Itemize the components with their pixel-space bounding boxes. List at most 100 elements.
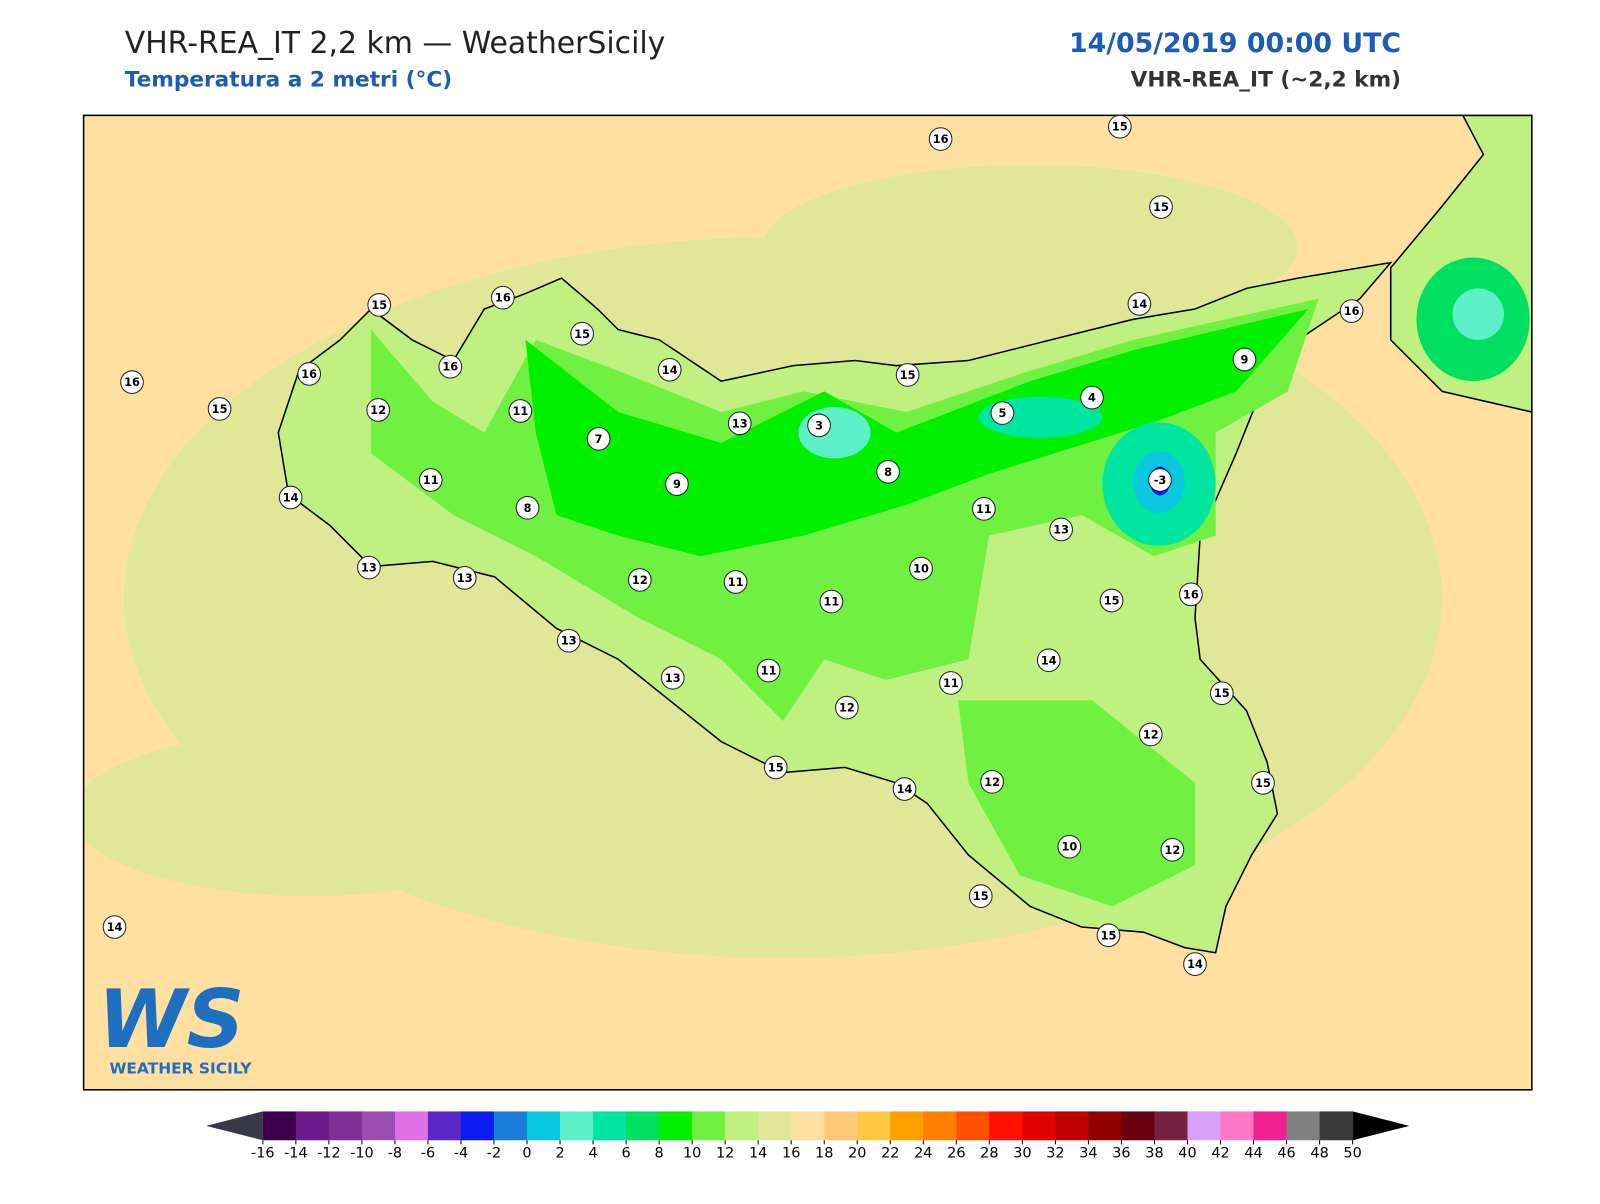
station-marker xyxy=(515,495,540,520)
station-label: 14 xyxy=(283,491,299,505)
station-marker xyxy=(895,363,920,387)
station-label: 16 xyxy=(442,360,458,374)
station-marker xyxy=(1138,722,1163,747)
station-marker xyxy=(278,485,303,510)
station-label: 15 xyxy=(1255,776,1271,790)
station-marker xyxy=(1160,837,1185,862)
colorbar-segment xyxy=(394,1111,429,1141)
station-marker xyxy=(120,370,144,394)
colorbar-segment xyxy=(659,1111,693,1141)
colorbar-segment xyxy=(857,1111,891,1141)
station-marker xyxy=(723,570,748,594)
colorbar-segment xyxy=(989,1111,1023,1141)
station-marker xyxy=(968,884,993,908)
station-marker xyxy=(490,285,515,310)
station-marker xyxy=(366,398,391,422)
colorbar-segment xyxy=(1253,1111,1288,1141)
station-marker xyxy=(1057,834,1082,859)
station-label: 16 xyxy=(1344,304,1360,318)
colorbar-segment xyxy=(1286,1111,1321,1141)
subtitle: Temperatura a 2 metri (°C) xyxy=(125,67,452,92)
station-label: 12 xyxy=(632,573,648,587)
colorbar-tick-label: -16 xyxy=(251,1146,275,1162)
colorbar-tick-label: 18 xyxy=(815,1146,833,1162)
station-marker xyxy=(508,399,533,423)
station-marker xyxy=(570,321,594,346)
colorbar-segment xyxy=(295,1111,330,1141)
colorbar-tick-label: 50 xyxy=(1343,1146,1361,1162)
station-label: -3 xyxy=(1154,473,1167,487)
station-marker xyxy=(102,915,127,939)
colorbar-tick-label: 22 xyxy=(881,1146,899,1162)
station-label: 12 xyxy=(1143,727,1159,741)
station-label: 11 xyxy=(943,676,959,690)
station-label: 14 xyxy=(1041,653,1057,667)
colorbar-tick-label: 36 xyxy=(1112,1146,1130,1162)
station-label: 14 xyxy=(662,363,678,377)
colorbar-segment xyxy=(527,1111,561,1141)
station-marker xyxy=(367,293,392,317)
colorbar-segment xyxy=(1088,1111,1122,1141)
station-label: 15 xyxy=(900,368,916,382)
station-marker xyxy=(972,496,996,521)
colorbar-segment xyxy=(956,1111,990,1141)
station-marker xyxy=(1049,517,1073,542)
colorbar-tick-label: 26 xyxy=(947,1146,965,1162)
station-label: 12 xyxy=(370,403,386,417)
station-label: 13 xyxy=(361,561,377,575)
station-label: 10 xyxy=(913,562,929,576)
datetime: 14/05/2019 00:00 UTC xyxy=(1069,28,1401,59)
station-marker xyxy=(876,459,900,484)
station-label: 14 xyxy=(107,920,123,934)
colorbar-tick-label: 6 xyxy=(622,1146,631,1162)
station-marker xyxy=(819,589,844,614)
colorbar-segment xyxy=(460,1111,495,1141)
station-marker xyxy=(1183,952,1207,976)
colorbar-segment xyxy=(1220,1111,1255,1141)
colorbar-segment xyxy=(626,1111,660,1141)
colorbar-tick-label: -4 xyxy=(454,1146,468,1162)
station-marker xyxy=(1339,299,1364,323)
station-marker xyxy=(657,357,682,382)
colorbar-tick-label: 8 xyxy=(655,1146,664,1162)
station-marker xyxy=(207,397,232,421)
station-label: 15 xyxy=(371,298,387,312)
station-marker xyxy=(727,411,752,436)
station-label: 14 xyxy=(897,782,913,796)
colorbar-tick-label: 30 xyxy=(1013,1146,1031,1162)
colorbar-tick-label: 32 xyxy=(1046,1146,1064,1162)
colorbar-tick-label: 48 xyxy=(1310,1146,1328,1162)
station-marker xyxy=(438,354,463,379)
colorbar-tick-label: 38 xyxy=(1145,1146,1163,1162)
station-label: 11 xyxy=(728,575,744,589)
station-label: 8 xyxy=(884,465,892,479)
logo-text: WEATHER SICILY xyxy=(109,1060,252,1078)
colorbar-tick-label: 24 xyxy=(914,1146,932,1162)
colorbar-segment xyxy=(1154,1111,1189,1141)
station-marker xyxy=(665,472,689,496)
station-label: 13 xyxy=(561,634,577,648)
station-label: 16 xyxy=(495,291,511,305)
station-marker xyxy=(1107,114,1132,139)
colorbar-tick-label: 20 xyxy=(848,1146,866,1162)
colorbar-segment xyxy=(493,1111,528,1141)
station-label: 13 xyxy=(732,416,748,430)
station-label: 11 xyxy=(976,502,992,516)
station-marker xyxy=(892,777,917,801)
station-label: 15 xyxy=(1112,120,1128,134)
station-marker xyxy=(1036,648,1061,673)
station-label: 16 xyxy=(1183,587,1199,601)
station-label: 10 xyxy=(1061,840,1077,854)
station-label: 12 xyxy=(984,775,1000,789)
station-marker xyxy=(586,426,611,451)
station-label: 8 xyxy=(524,501,532,515)
colorbar-tick-label: 34 xyxy=(1079,1146,1097,1162)
colorbar-tick-label: 42 xyxy=(1211,1146,1229,1162)
station-label: 15 xyxy=(574,327,590,341)
station-label: 13 xyxy=(1053,522,1069,536)
stations: 16 15 15 15 16 15 14 16 16 16 16 14 15 9 15 12 11 13 3 4 5 7 1… xyxy=(102,114,1364,976)
field xyxy=(798,406,871,459)
field xyxy=(83,731,547,897)
station-marker xyxy=(928,127,953,151)
